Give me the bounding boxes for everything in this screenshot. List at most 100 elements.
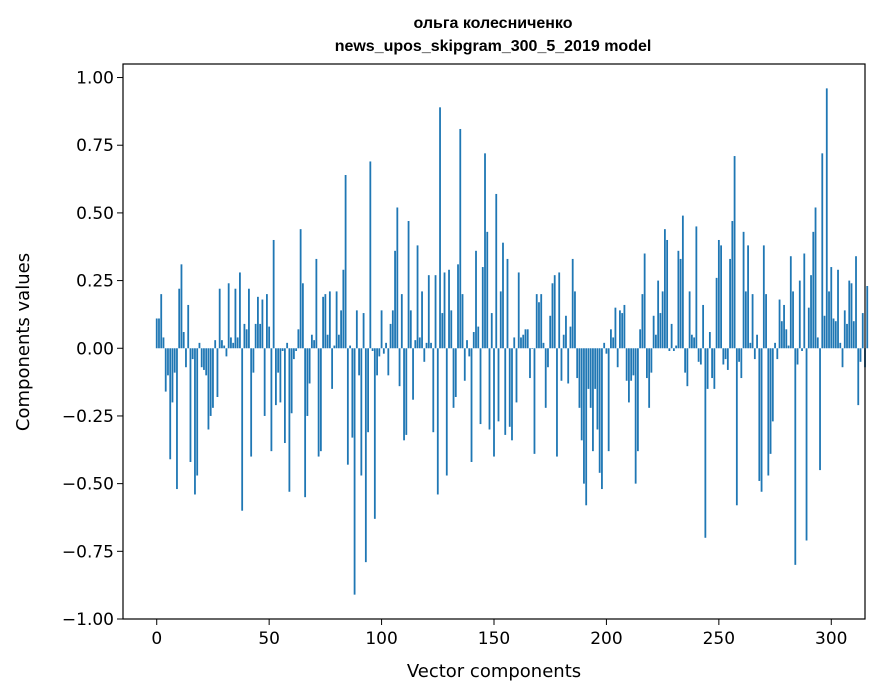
- bar: [753, 348, 756, 360]
- bar: [567, 348, 570, 384]
- bar: [807, 307, 810, 349]
- bar: [661, 291, 664, 349]
- bar: [470, 348, 473, 462]
- bar: [531, 348, 534, 349]
- bar: [565, 315, 567, 349]
- bar: [277, 348, 280, 373]
- bar: [654, 334, 657, 349]
- bar: [194, 348, 196, 495]
- bar: [798, 280, 801, 349]
- bar: [522, 334, 525, 349]
- bar: [421, 291, 423, 349]
- bar: [245, 329, 248, 349]
- bar: [747, 245, 749, 349]
- bar: [760, 348, 763, 492]
- bar: [610, 329, 612, 349]
- bar: [362, 313, 365, 349]
- bar: [769, 348, 772, 454]
- bar: [843, 310, 846, 349]
- bar: [724, 348, 727, 360]
- bar: [857, 348, 860, 406]
- bar: [585, 348, 588, 506]
- bar: [328, 291, 331, 349]
- bar: [733, 156, 736, 349]
- bar: [702, 304, 705, 349]
- y-tick-label: 0.00: [76, 339, 114, 359]
- y-tick-label: 0.50: [76, 204, 114, 224]
- bar: [681, 215, 684, 349]
- bar: [717, 239, 720, 349]
- bar: [571, 258, 574, 349]
- bar: [841, 348, 844, 368]
- bar: [816, 337, 819, 349]
- bar: [484, 153, 486, 349]
- bar: [535, 294, 538, 349]
- bar: [619, 310, 621, 349]
- bar: [223, 345, 226, 349]
- bar: [726, 348, 729, 370]
- bar: [580, 348, 583, 441]
- bar: [405, 348, 408, 435]
- bar: [155, 318, 158, 349]
- bar: [549, 315, 552, 349]
- bar: [353, 348, 356, 595]
- bar: [466, 340, 468, 349]
- bar: [526, 329, 529, 349]
- bar: [241, 348, 244, 511]
- bar: [704, 348, 707, 538]
- bar: [203, 348, 205, 370]
- bar: [524, 329, 527, 349]
- bar: [292, 348, 295, 360]
- bar: [542, 342, 545, 349]
- bar: [520, 337, 522, 349]
- bar: [502, 242, 504, 349]
- bar: [461, 294, 464, 349]
- bar: [200, 348, 203, 368]
- bar: [344, 175, 347, 349]
- bar: [596, 348, 599, 430]
- bar: [803, 253, 806, 349]
- bar: [713, 348, 716, 389]
- bar: [594, 348, 597, 389]
- bar: [430, 342, 432, 349]
- bar: [708, 332, 711, 349]
- bar: [463, 348, 466, 381]
- bar: [729, 258, 731, 349]
- bar: [848, 280, 851, 349]
- bar: [749, 342, 752, 349]
- bar: [196, 348, 199, 476]
- bar: [371, 348, 374, 351]
- bar: [544, 348, 547, 408]
- bar: [632, 348, 635, 376]
- bar: [481, 267, 484, 349]
- bar: [663, 229, 666, 349]
- bar: [612, 337, 615, 349]
- bar: [295, 348, 298, 351]
- bar: [475, 250, 477, 349]
- bar: [517, 272, 520, 349]
- bar: [162, 337, 165, 349]
- bar: [834, 321, 837, 349]
- bar: [452, 348, 455, 408]
- bar: [574, 291, 576, 349]
- bar: [605, 348, 608, 354]
- bar: [173, 348, 176, 373]
- bar: [252, 348, 255, 373]
- bar: [218, 288, 221, 349]
- bar: [391, 310, 394, 349]
- bar: [648, 348, 651, 408]
- bar: [589, 348, 592, 408]
- bar: [794, 348, 797, 565]
- bar: [414, 340, 417, 349]
- bar: [310, 334, 313, 349]
- bar: [288, 348, 291, 492]
- x-tick-label: 100: [365, 629, 397, 649]
- bar: [553, 275, 556, 349]
- y-tick-label: −0.50: [62, 475, 114, 495]
- bar: [189, 348, 192, 462]
- bar: [774, 342, 776, 349]
- bar: [333, 345, 336, 349]
- bar: [551, 283, 554, 349]
- bar: [547, 348, 549, 368]
